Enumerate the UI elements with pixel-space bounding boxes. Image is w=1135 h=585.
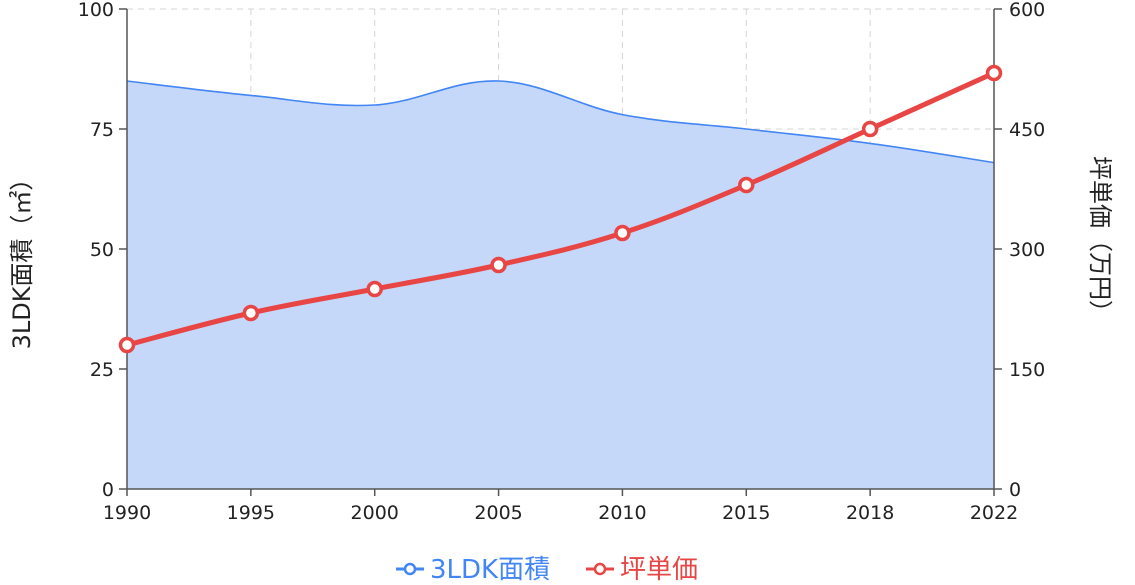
left-tick-label: 100 <box>78 0 114 21</box>
price-point <box>738 176 755 194</box>
legend-item-3ldk[interactable]: 3LDK面積 <box>396 555 550 585</box>
price-point <box>490 256 507 274</box>
x-tick-label: 2022 <box>970 502 1018 524</box>
right-tick-label: 600 <box>1009 0 1045 21</box>
left-tick-label: 50 <box>90 239 114 261</box>
axes <box>119 8 1002 496</box>
price-point <box>118 336 136 354</box>
x-tick-label: 2015 <box>722 502 770 524</box>
price-point <box>861 120 879 138</box>
tick-labels: 0 25 50 75 100 0 150 300 450 600 1990 1995 2000 2005 2… <box>78 0 1046 524</box>
x-tick-label: 2018 <box>846 502 894 524</box>
right-axis-title: 坪単価（万円） <box>1086 156 1114 324</box>
legend-label: 3LDK面積 <box>430 555 550 585</box>
legend-label: 坪単価 <box>620 555 698 585</box>
legend-swatch-marker <box>593 562 607 576</box>
left-axis-title: 3LDK面積（㎡） <box>8 167 36 350</box>
price-line <box>124 70 997 348</box>
price-point <box>985 64 1003 82</box>
left-tick-label: 0 <box>102 479 114 501</box>
price-point <box>366 280 383 298</box>
area-series-layer <box>126 80 995 490</box>
left-tick-label: 25 <box>90 359 114 381</box>
x-tick-label: 1995 <box>227 502 275 524</box>
legend-swatch-marker <box>403 562 417 576</box>
x-tick-label: 1990 <box>103 502 151 524</box>
price-point <box>614 224 631 242</box>
x-tick-label: 2000 <box>351 502 399 524</box>
area-line-3ldk <box>126 80 995 164</box>
x-tick-label: 2010 <box>598 502 646 524</box>
legend[interactable]: 3LDK面積 坪単価 <box>396 555 698 585</box>
price-point <box>242 304 260 322</box>
right-tick-label: 0 <box>1009 479 1021 501</box>
legend-item-price[interactable]: 坪単価 <box>586 555 698 585</box>
right-tick-label: 150 <box>1009 359 1045 381</box>
x-tick-label: 2005 <box>474 502 522 524</box>
line-series-layer <box>118 64 1003 354</box>
right-tick-label: 300 <box>1009 239 1045 261</box>
area-fill-3ldk <box>127 80 994 490</box>
right-tick-label: 450 <box>1009 119 1045 141</box>
left-tick-label: 75 <box>90 119 114 141</box>
